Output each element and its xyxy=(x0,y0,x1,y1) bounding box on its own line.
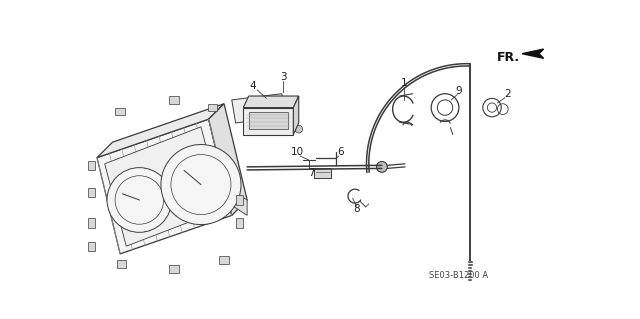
Text: 3: 3 xyxy=(280,72,287,82)
Text: SE03-B1200 A: SE03-B1200 A xyxy=(429,271,488,280)
Polygon shape xyxy=(208,104,217,111)
Polygon shape xyxy=(88,241,95,251)
Bar xyxy=(314,168,331,178)
Circle shape xyxy=(161,145,241,225)
Circle shape xyxy=(376,161,387,172)
Text: 7: 7 xyxy=(308,168,314,178)
Polygon shape xyxy=(232,94,285,123)
Text: 9: 9 xyxy=(456,85,462,96)
Text: 2: 2 xyxy=(504,89,511,99)
Text: 10: 10 xyxy=(291,147,304,157)
Polygon shape xyxy=(522,49,543,58)
Text: 6: 6 xyxy=(337,147,344,157)
Text: 8: 8 xyxy=(353,204,360,214)
Text: FR.: FR. xyxy=(497,51,520,64)
Polygon shape xyxy=(209,104,247,215)
Circle shape xyxy=(107,168,172,232)
Polygon shape xyxy=(115,108,125,115)
Polygon shape xyxy=(236,195,243,204)
Polygon shape xyxy=(243,96,299,108)
Polygon shape xyxy=(97,119,232,254)
Polygon shape xyxy=(105,127,223,246)
Polygon shape xyxy=(88,161,95,170)
Polygon shape xyxy=(220,256,228,264)
Polygon shape xyxy=(170,96,179,104)
Polygon shape xyxy=(117,260,126,268)
Polygon shape xyxy=(97,104,224,158)
Text: 1: 1 xyxy=(401,78,408,88)
Polygon shape xyxy=(230,189,247,215)
Text: 4: 4 xyxy=(249,81,256,91)
Circle shape xyxy=(295,125,303,133)
Polygon shape xyxy=(293,96,299,135)
Polygon shape xyxy=(250,112,288,129)
Polygon shape xyxy=(243,108,293,135)
Polygon shape xyxy=(170,265,179,273)
Polygon shape xyxy=(236,219,243,228)
Polygon shape xyxy=(88,219,95,228)
Polygon shape xyxy=(88,188,95,197)
